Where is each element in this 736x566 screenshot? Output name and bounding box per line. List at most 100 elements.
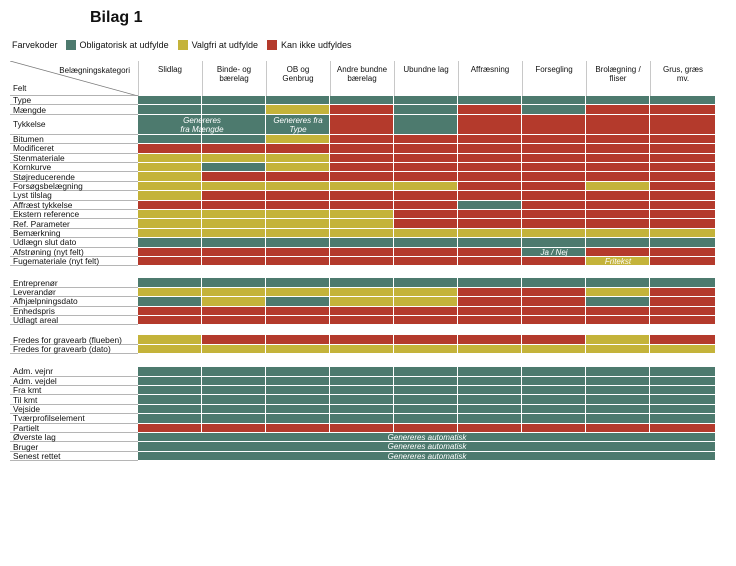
matrix-cell [458, 200, 522, 210]
row-label: Forsøgsbelægning [10, 181, 138, 192]
matrix-cell [330, 238, 394, 248]
matrix-cell [458, 257, 522, 267]
matrix-cell [458, 134, 522, 145]
matrix-cell [650, 181, 716, 192]
merged-cell [138, 433, 716, 443]
matrix-cell [586, 306, 650, 316]
matrix-cell [266, 134, 330, 145]
matrix-cell [202, 200, 266, 210]
matrix-cell [330, 367, 394, 377]
matrix-cell [394, 404, 458, 415]
matrix-cell [202, 316, 266, 326]
matrix-cell [522, 316, 586, 326]
row-label: Fra kmt [10, 385, 138, 396]
legend-text: Valgfri at udfylde [191, 40, 258, 50]
row-label: Lyst tilslag [10, 190, 138, 201]
matrix-cell [138, 96, 202, 106]
matrix-cell [138, 395, 202, 405]
row-label: Udlægn slut dato [10, 237, 138, 248]
row-label: Bemærkning [10, 228, 138, 239]
matrix-cell [202, 297, 266, 307]
matrix-cell [458, 297, 522, 307]
matrix-cell [458, 335, 522, 345]
column-divider [202, 61, 203, 96]
matrix-cell [522, 144, 586, 154]
column-header: Forsegling [535, 65, 573, 74]
matrix-cell [266, 376, 330, 386]
matrix-cell [394, 247, 458, 257]
matrix-cell [138, 144, 202, 154]
matrix-cell [586, 316, 650, 326]
matrix-cell [650, 172, 716, 182]
row-label: Mængde [10, 105, 138, 115]
matrix-cell [522, 306, 586, 316]
color-legend: Farvekoder Obligatorisk at udfylde Valgf… [12, 40, 361, 50]
matrix-cell [394, 172, 458, 182]
row-label: Adm. vejdel [10, 376, 138, 386]
matrix-cell [394, 191, 458, 201]
matrix-cell [330, 134, 394, 145]
row-label: Enhedspris [10, 306, 138, 316]
matrix-cell [650, 191, 716, 201]
row-label: Ref. Parameter [10, 219, 138, 229]
matrix-cell [138, 105, 202, 115]
matrix-cell [458, 278, 522, 288]
column-divider [650, 61, 651, 96]
matrix-cell [202, 367, 266, 377]
matrix-cell [522, 181, 586, 192]
matrix-cell [138, 172, 202, 182]
matrix-cell [394, 367, 458, 377]
matrix-cell [202, 105, 266, 115]
matrix-cell [138, 297, 202, 307]
legend-swatch-yellow [177, 40, 188, 50]
matrix-cell [650, 297, 716, 307]
legend-swatch-red [266, 40, 277, 50]
matrix-cell [586, 297, 650, 307]
matrix-cell [266, 414, 330, 424]
matrix-cell [458, 386, 522, 396]
matrix-cell [138, 414, 202, 424]
matrix-cell [202, 181, 266, 192]
matrix-cell [330, 200, 394, 210]
matrix-cell [458, 404, 522, 415]
matrix-cell [394, 257, 458, 267]
matrix-cell [650, 114, 716, 135]
matrix-cell [394, 344, 458, 355]
matrix-cell [650, 344, 716, 355]
row-label: Bitumen [10, 134, 138, 145]
matrix-cell [138, 257, 202, 267]
matrix-cell [650, 247, 716, 257]
matrix-cell [586, 153, 650, 163]
matrix-cell [138, 247, 202, 257]
matrix-cell [586, 200, 650, 210]
matrix-cell [202, 344, 266, 355]
matrix-cell [458, 144, 522, 154]
matrix-cell [330, 306, 394, 316]
matrix-cell [394, 386, 458, 396]
matrix-cell [650, 200, 716, 210]
matrix-cell [202, 287, 266, 298]
matrix-cell [458, 114, 522, 135]
row-label: Afstrøning (nyt felt) [10, 247, 138, 257]
matrix-cell [330, 96, 394, 106]
matrix-cell [650, 335, 716, 345]
matrix-cell [266, 278, 330, 288]
matrix-cell [522, 287, 586, 298]
matrix-cell [138, 423, 202, 433]
matrix-cell [266, 96, 330, 106]
matrix-cell [586, 134, 650, 145]
matrix-cell [394, 228, 458, 239]
row-label: Vejside [10, 404, 138, 415]
matrix-cell [394, 335, 458, 345]
matrix-cell [138, 228, 202, 239]
matrix-cell [202, 238, 266, 248]
matrix-cell [458, 153, 522, 163]
matrix-cell [650, 257, 716, 267]
matrix-cell [202, 96, 266, 106]
matrix-cell [266, 247, 330, 257]
matrix-cell [522, 247, 586, 257]
matrix-cell [394, 144, 458, 154]
legend-item-mandatory: Obligatorisk at udfylde [65, 40, 169, 50]
matrix-cell [458, 306, 522, 316]
matrix-cell [266, 386, 330, 396]
